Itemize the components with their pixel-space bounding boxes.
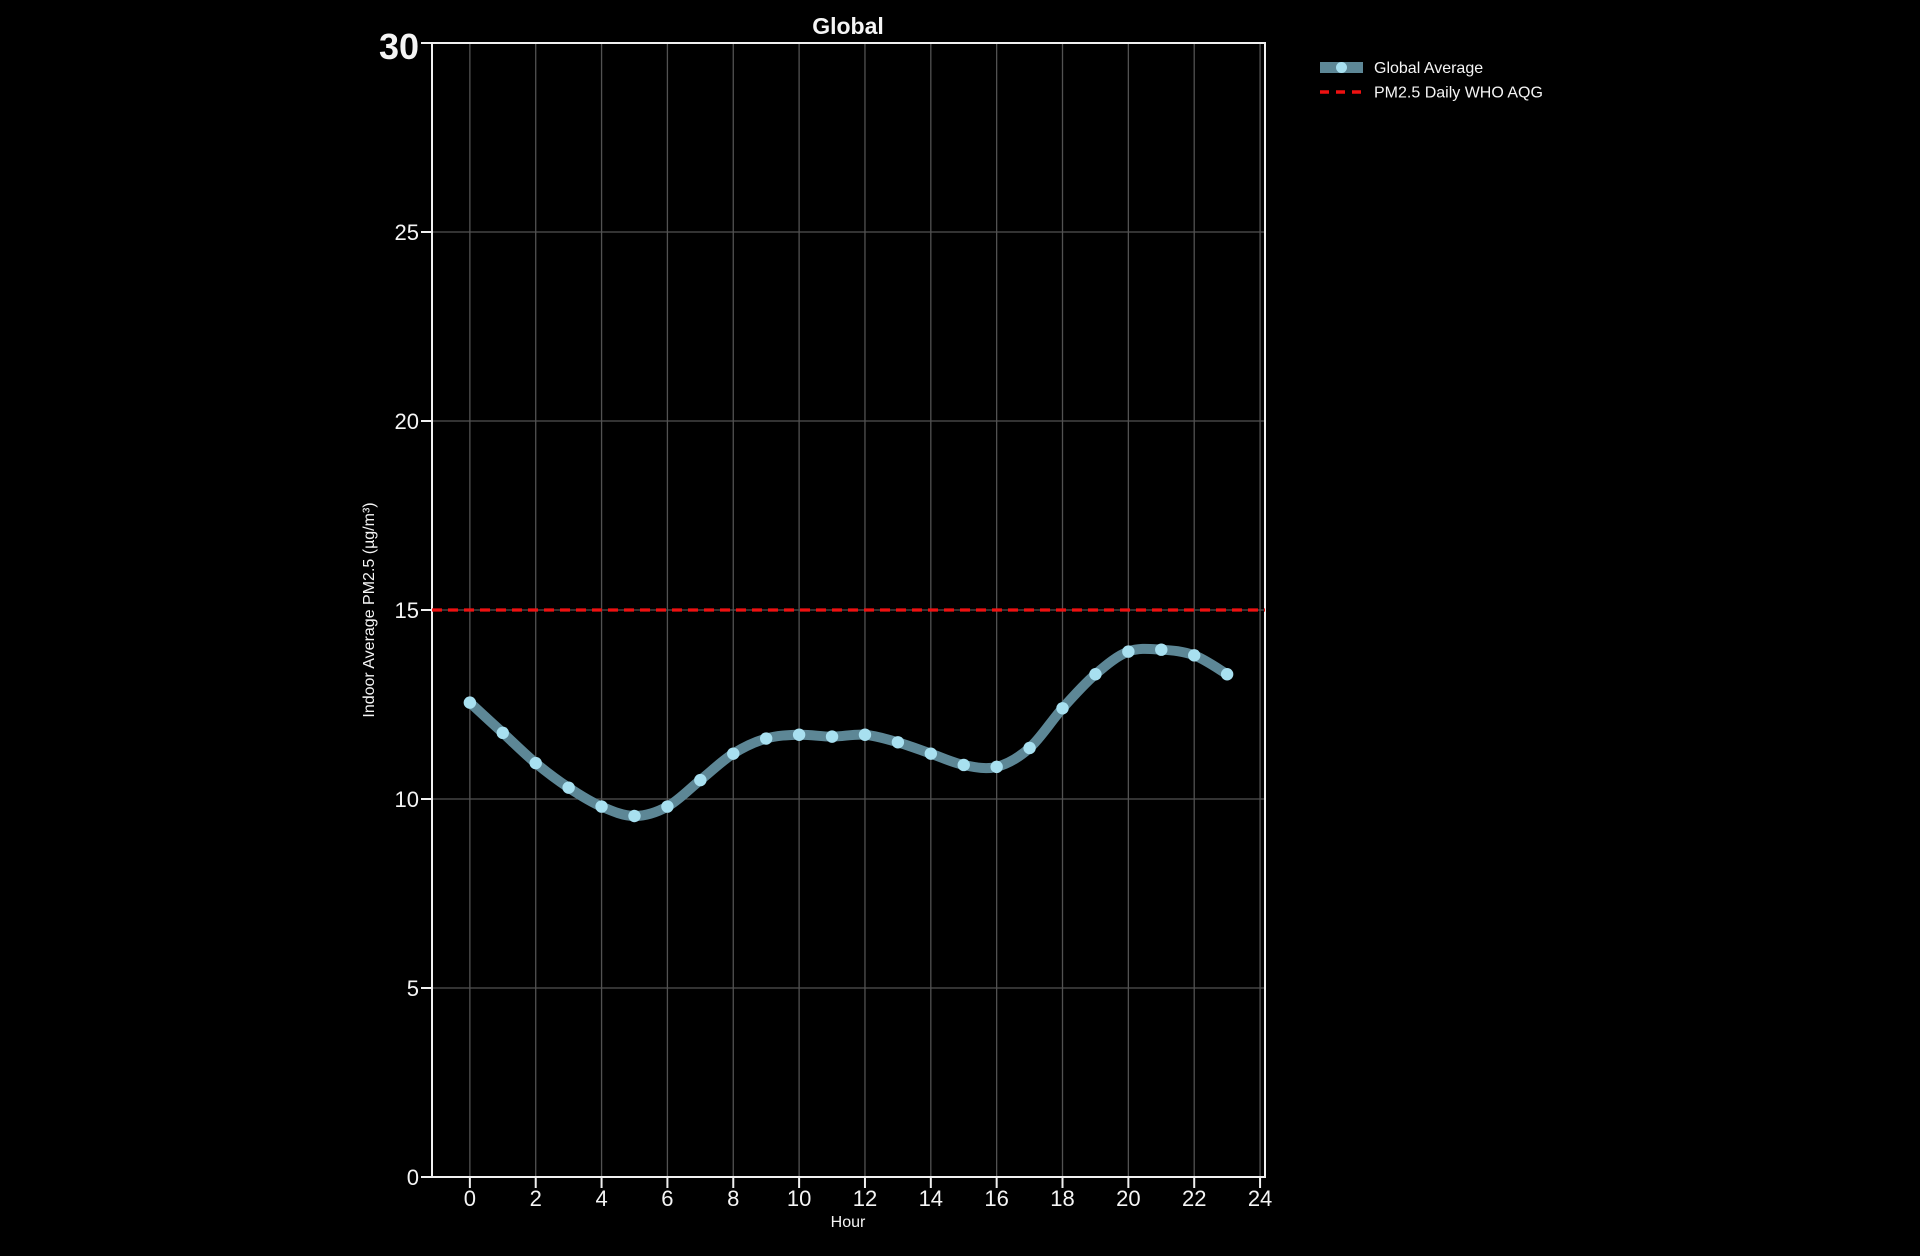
data-point — [628, 809, 641, 823]
data-point — [1056, 702, 1069, 715]
x-tick-label: 0 — [464, 1186, 476, 1211]
legend: Global Average PM2.5 Daily WHO AQG — [1320, 60, 1543, 102]
data-point — [727, 747, 740, 760]
x-tick-label: 6 — [661, 1186, 673, 1211]
legend-series-label: Global Average — [1374, 60, 1483, 77]
data-point — [661, 800, 674, 813]
y-tick-label: 25 — [395, 220, 419, 245]
data-point — [825, 730, 839, 743]
x-tick-label: 16 — [984, 1186, 1008, 1211]
data-point — [924, 747, 938, 760]
x-tick-label: 4 — [595, 1186, 607, 1211]
x-tick-labels: 0 2 4 6 8 10 12 14 16 18 20 22 24 — [464, 1186, 1273, 1211]
data-point — [463, 696, 477, 709]
data-point — [957, 758, 970, 772]
x-tick-label: 2 — [530, 1186, 542, 1211]
x-tick-label: 8 — [727, 1186, 739, 1211]
x-tick-label: 22 — [1182, 1186, 1206, 1211]
data-point — [759, 732, 773, 745]
data-point — [496, 726, 509, 740]
y-axis-label: Indoor Average PM2.5 (µg/m³) — [361, 502, 378, 717]
x-axis-label: Hour — [831, 1214, 866, 1231]
x-tick-label: 18 — [1050, 1186, 1074, 1211]
data-point — [694, 773, 707, 787]
y-tick-label: 0 — [407, 1165, 419, 1190]
data-point — [891, 736, 905, 749]
legend-reference-label: PM2.5 Daily WHO AQG — [1374, 85, 1543, 102]
axis-ticks — [421, 42, 1262, 1188]
data-point — [1155, 643, 1168, 656]
data-point — [1089, 668, 1102, 681]
data-point — [1188, 649, 1201, 662]
data-point — [1220, 668, 1234, 681]
y-tick-labels: 0 5 10 15 20 25 — [395, 220, 419, 1190]
y-tick-label: 10 — [395, 787, 419, 812]
data-point — [990, 760, 1003, 774]
x-tick-label: 24 — [1248, 1186, 1272, 1211]
x-tick-label: 14 — [919, 1186, 943, 1211]
gridlines — [432, 43, 1265, 1177]
data-point — [562, 781, 575, 794]
data-point — [529, 756, 542, 770]
data-point — [1122, 645, 1135, 658]
y-tick-label: 15 — [395, 598, 419, 623]
data-point — [595, 800, 608, 813]
chart-title: Global — [812, 13, 884, 39]
data-points — [463, 643, 1234, 823]
x-tick-label: 10 — [787, 1186, 811, 1211]
y-tick-label: 5 — [407, 976, 419, 1001]
y-tick-label: 20 — [395, 409, 419, 434]
data-point — [858, 728, 872, 741]
data-point — [1023, 741, 1036, 755]
x-tick-label: 20 — [1116, 1186, 1140, 1211]
data-point — [792, 728, 806, 741]
x-tick-label: 12 — [853, 1186, 877, 1211]
y-axis-top-tick-highlight: 30 — [379, 26, 419, 67]
legend-series-swatch-dot — [1336, 62, 1347, 73]
global-average-line — [464, 643, 1233, 822]
